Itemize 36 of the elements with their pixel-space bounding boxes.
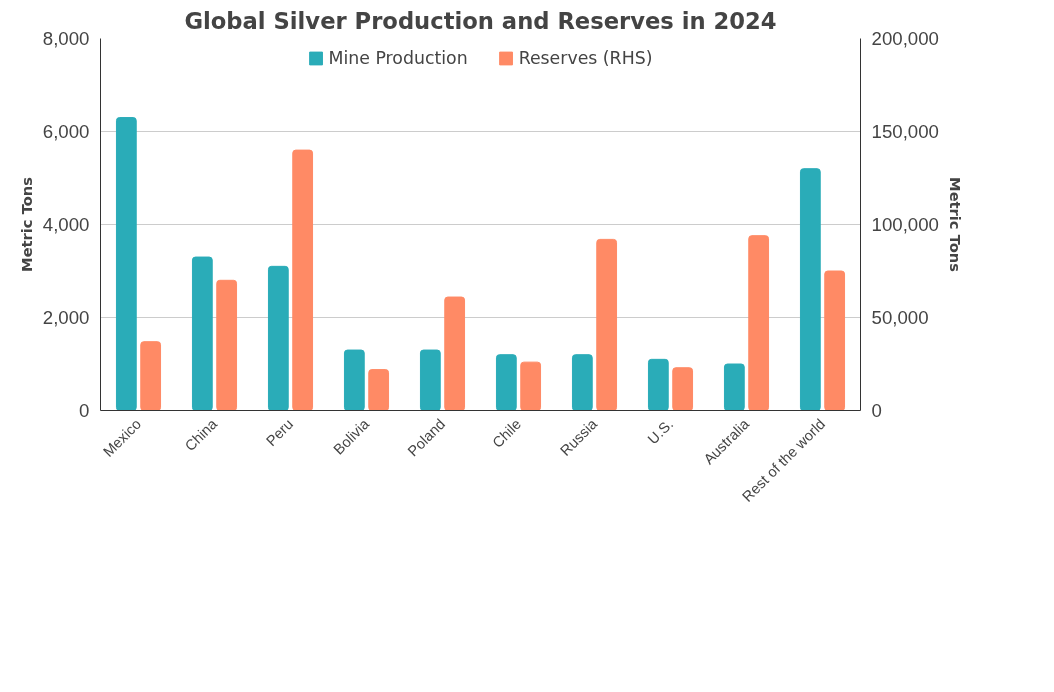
y2-tick-label: 50,000: [871, 307, 929, 328]
bar: [267, 265, 289, 411]
bar: [520, 361, 542, 411]
y2-tick-label: 100,000: [871, 214, 939, 235]
y2-tick-label: 150,000: [871, 121, 939, 142]
bar: [495, 354, 517, 411]
y2-tick-label: 0: [871, 400, 882, 421]
bar: [824, 270, 846, 411]
y-tick-label: 8,000: [42, 28, 90, 49]
x-tick-label: U.S.: [644, 415, 677, 448]
y-tick-label: 6,000: [42, 121, 90, 142]
chart-title: Global Silver Production and Reserves in 2024: [184, 7, 777, 34]
bar: [647, 358, 669, 411]
y2-tick-label: 200,000: [871, 28, 939, 49]
legend-label: Reserves (RHS): [518, 48, 653, 68]
bar: [368, 369, 390, 411]
bar: [596, 238, 618, 411]
bar: [799, 168, 821, 411]
legend-label: Mine Production: [328, 48, 468, 68]
bar: [748, 235, 770, 411]
bar: [115, 117, 137, 411]
bar: [343, 349, 365, 411]
y-tick-label: 2,000: [42, 307, 90, 328]
y2-axis-title: Metric Tons: [946, 177, 964, 273]
bar: [672, 367, 694, 411]
bar: [216, 279, 238, 411]
bar: [571, 354, 593, 411]
y-tick-label: 4,000: [42, 214, 90, 235]
bar: [723, 363, 745, 411]
bar: [191, 256, 213, 411]
bar: [444, 296, 466, 411]
bar: [140, 341, 162, 411]
bar: [419, 349, 441, 411]
y-axis-title: Metric Tons: [17, 176, 35, 272]
bar: [292, 149, 314, 411]
y-tick-label: 0: [79, 400, 90, 421]
